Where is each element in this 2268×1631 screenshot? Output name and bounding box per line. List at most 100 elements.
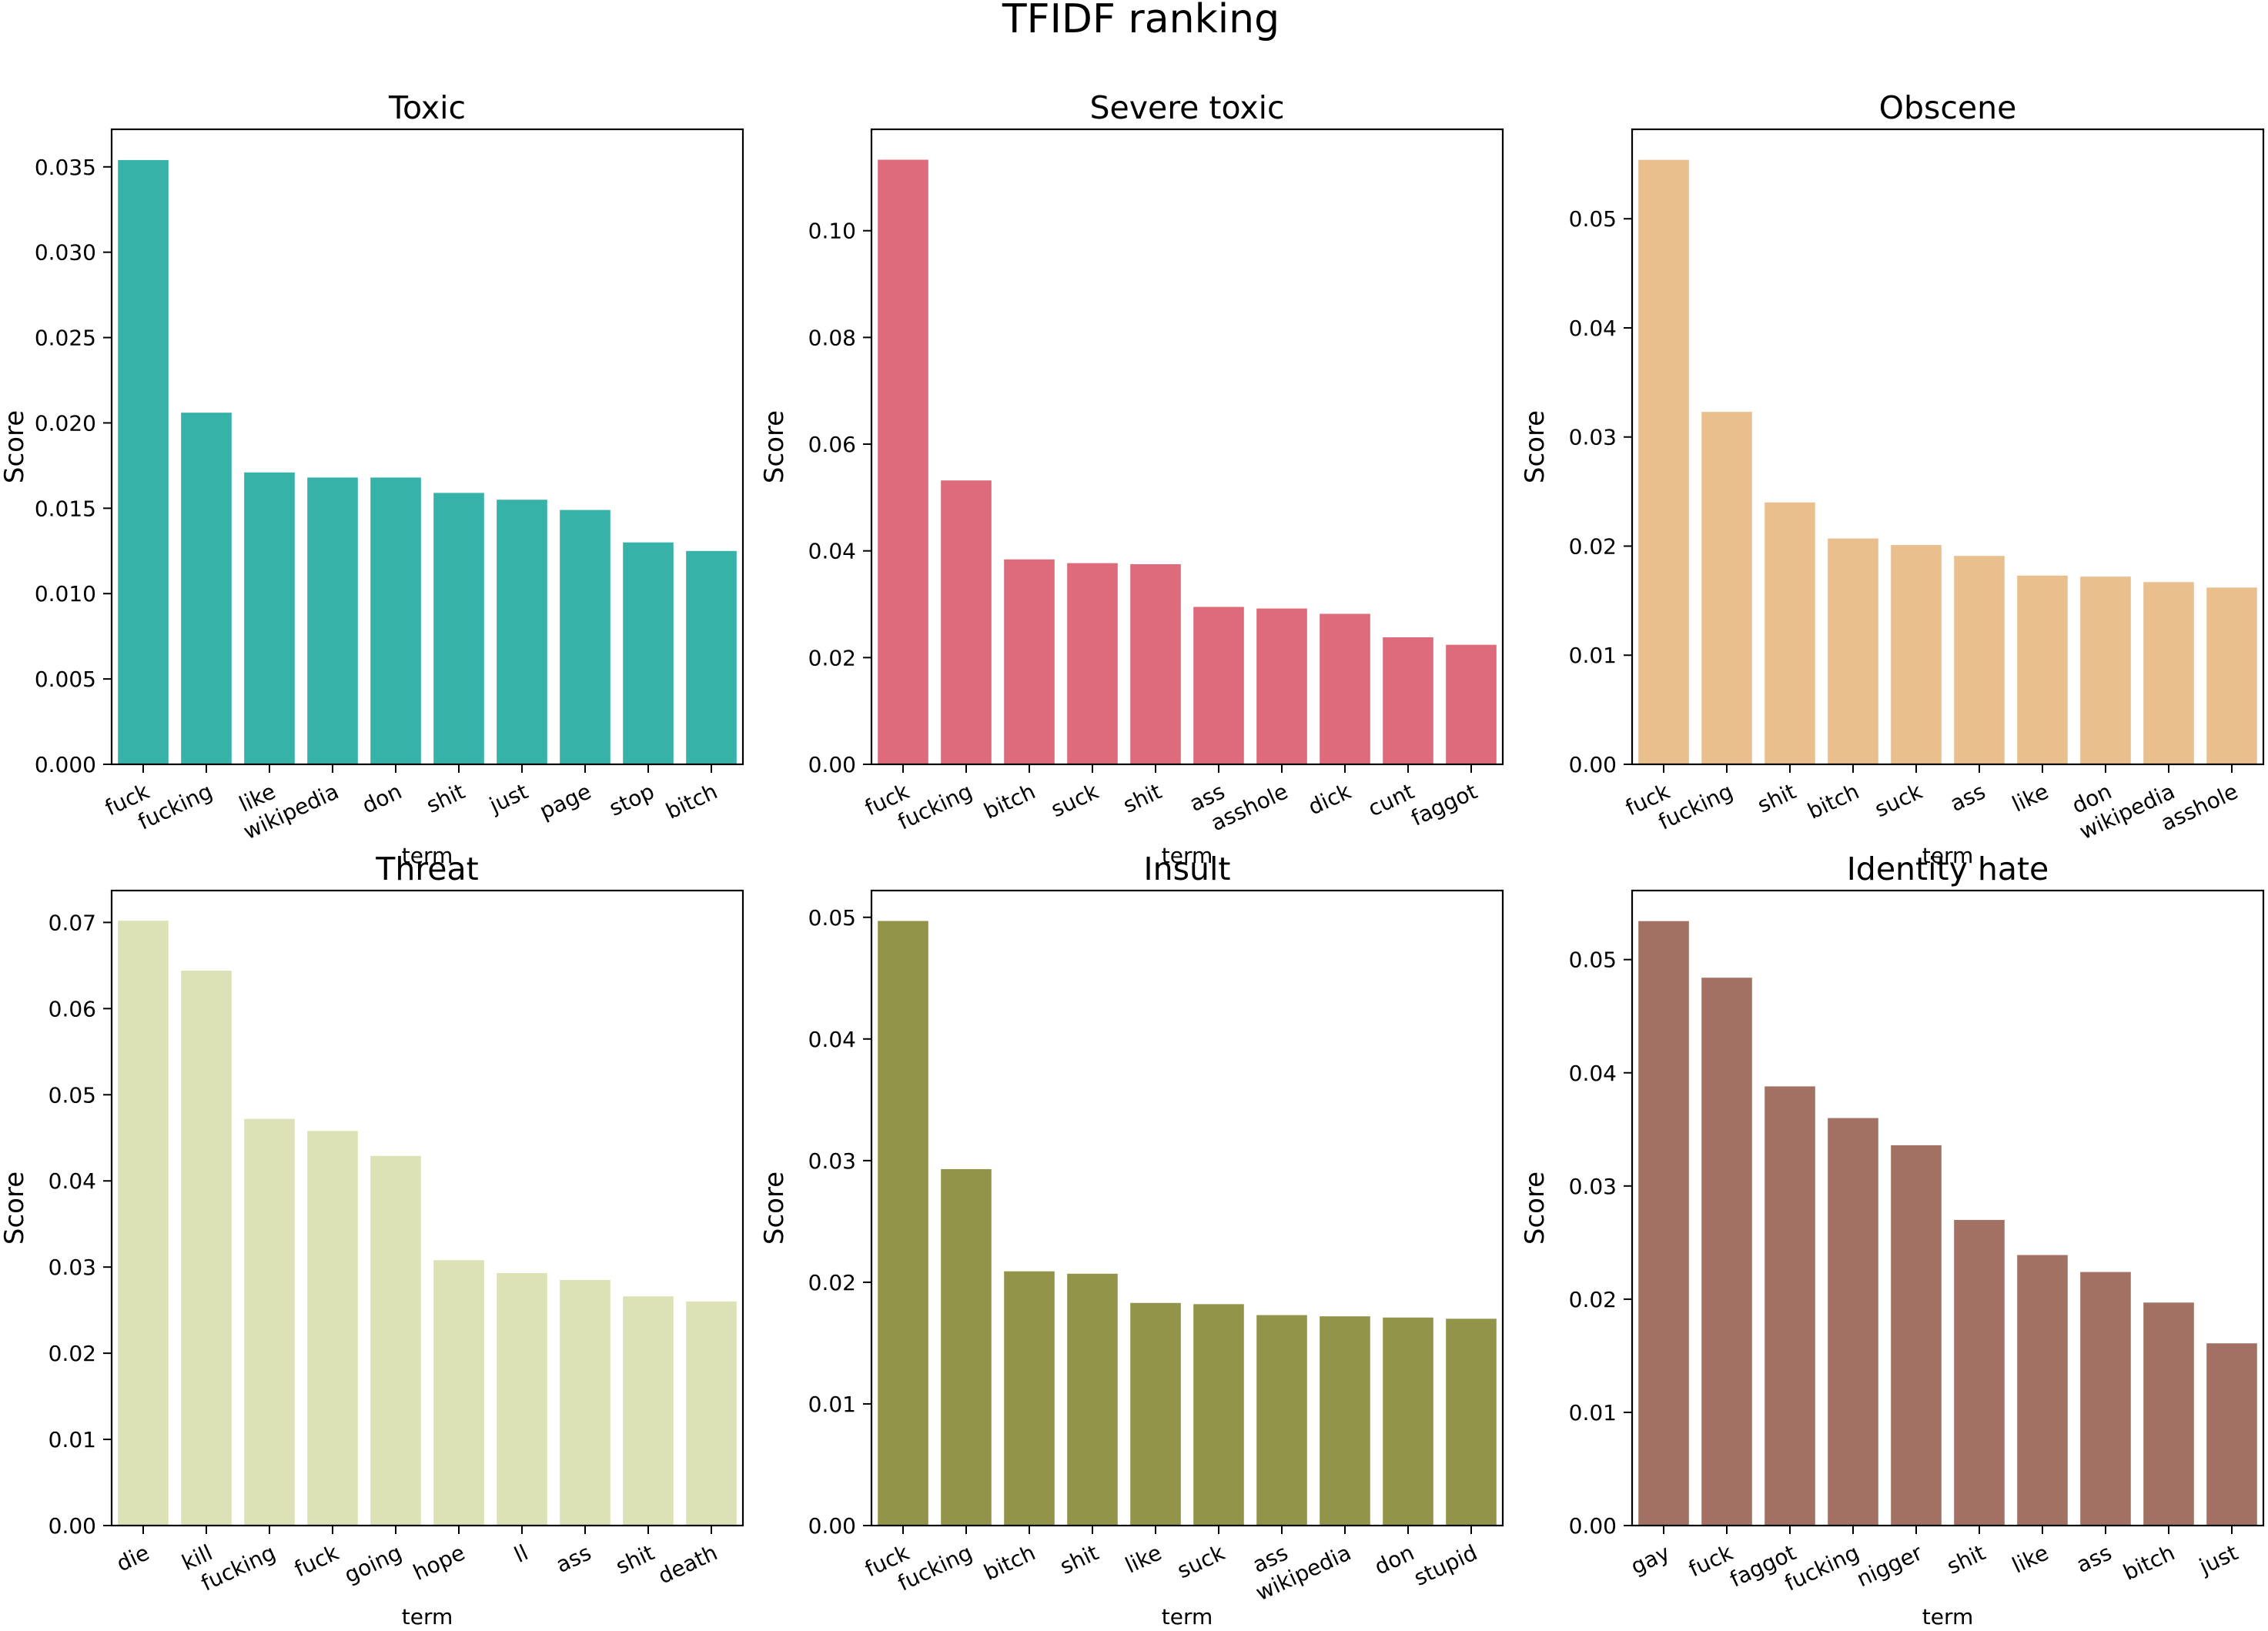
y-axis-label: Score (0, 1171, 30, 1245)
bar (1954, 1219, 2005, 1526)
y-tick-label: 0.02 (808, 645, 856, 670)
y-tick-label: 0.04 (808, 1027, 856, 1052)
x-tick-label: just (485, 778, 532, 818)
bar (1383, 1317, 1433, 1526)
x-axis-label: term (402, 1604, 453, 1629)
plot-frame (1631, 889, 2265, 1527)
bar (1828, 538, 1878, 764)
plot-frame (870, 128, 1504, 766)
x-tick-label: just (2195, 1539, 2242, 1579)
bar (2080, 1272, 2131, 1526)
y-axis-label: Score (759, 1171, 790, 1245)
bar (1891, 1145, 1942, 1526)
y-tick-label: 0.000 (35, 752, 96, 777)
y-tick-label: 0.01 (1569, 1400, 1617, 1425)
bar (1638, 159, 1689, 764)
x-tick-label: shit (1943, 1539, 1989, 1579)
x-tick-label: bitch (980, 1539, 1039, 1585)
x-tick-label: faggot (1407, 778, 1481, 831)
bar (1004, 559, 1055, 764)
bar (1701, 978, 1752, 1526)
y-tick-label: 0.08 (808, 325, 856, 350)
x-tick-label: hope (410, 1539, 469, 1585)
bar (433, 493, 484, 764)
bar (244, 472, 295, 764)
y-tick-label: 0.01 (808, 1392, 856, 1417)
x-tick-label: bitch (2119, 1539, 2179, 1585)
y-tick-label: 0.04 (808, 539, 856, 564)
y-tick-label: 0.020 (35, 410, 96, 436)
x-tick-label: nigger (1853, 1539, 1927, 1592)
plot-frame (110, 889, 744, 1527)
x-tick-label: shit (612, 1539, 658, 1579)
bar (1067, 563, 1118, 764)
y-tick-label: 0.02 (1569, 533, 1617, 559)
bar (181, 413, 232, 764)
bar (118, 159, 169, 764)
plot-frame (1631, 128, 2265, 766)
x-tick-label: going (340, 1539, 406, 1588)
y-tick-label: 0.07 (49, 910, 96, 935)
bar (560, 1279, 610, 1526)
y-axis-label: Score (1520, 1171, 1550, 1245)
x-tick-label: don (1370, 1539, 1418, 1579)
x-tick-label: ass (552, 1539, 595, 1577)
x-tick-label: dick (1304, 778, 1355, 820)
bar (2017, 1255, 2068, 1526)
x-tick-label: like (2008, 1539, 2052, 1578)
bar (878, 159, 928, 765)
x-tick-label: like (1121, 1539, 1165, 1578)
bar (1193, 1304, 1244, 1526)
bar (560, 510, 610, 764)
bar (2143, 582, 2194, 764)
plot-frame (870, 889, 1504, 1527)
x-tick-label: bitch (1804, 778, 1863, 824)
y-tick-label: 0.10 (808, 219, 856, 244)
y-tick-label: 0.00 (1569, 752, 1617, 777)
bar (1638, 921, 1689, 1526)
y-tick-label: 0.02 (808, 1270, 856, 1295)
bar (1446, 1319, 1497, 1526)
y-tick-label: 0.01 (49, 1427, 96, 1452)
bar (1320, 613, 1370, 764)
chart-title: Severe toxic (1089, 89, 1284, 126)
bar (941, 480, 992, 764)
y-tick-label: 0.00 (1569, 1513, 1617, 1539)
plot-frame (110, 128, 744, 766)
y-tick-label: 0.03 (1569, 425, 1617, 450)
x-axis-label: term (402, 843, 453, 868)
x-tick-label: die (112, 1539, 153, 1576)
x-tick-label: shit (1119, 778, 1166, 818)
y-tick-label: 0.010 (35, 581, 96, 607)
bar (941, 1168, 992, 1526)
y-tick-label: 0.04 (1569, 316, 1617, 341)
x-axis-label: term (1162, 843, 1213, 868)
y-tick-label: 0.015 (35, 496, 96, 521)
y-tick-label: 0.04 (49, 1168, 96, 1194)
y-tick-label: 0.05 (1569, 948, 1617, 973)
x-tick-label: bitch (662, 778, 721, 824)
y-tick-label: 0.030 (35, 240, 96, 266)
y-tick-label: 0.03 (49, 1255, 96, 1280)
bar (1828, 1118, 1878, 1526)
y-tick-label: 0.05 (808, 905, 856, 931)
x-tick-label: stop (605, 778, 658, 821)
chart-title: Threat (375, 851, 478, 887)
bar (370, 477, 421, 764)
bar (370, 1155, 421, 1526)
bar (307, 477, 358, 764)
y-tick-label: 0.03 (808, 1148, 856, 1174)
bar (307, 1131, 358, 1526)
bar (686, 550, 737, 764)
bar (1004, 1271, 1055, 1526)
x-axis-label: term (1922, 1604, 1974, 1629)
x-tick-label: gay (1627, 1539, 1674, 1579)
x-tick-label: suck (1047, 778, 1103, 822)
chart-title: Insult (1144, 851, 1231, 887)
x-tick-label: shit (1754, 778, 1800, 818)
x-tick-label: shit (423, 778, 469, 818)
y-tick-label: 0.00 (808, 1513, 856, 1539)
